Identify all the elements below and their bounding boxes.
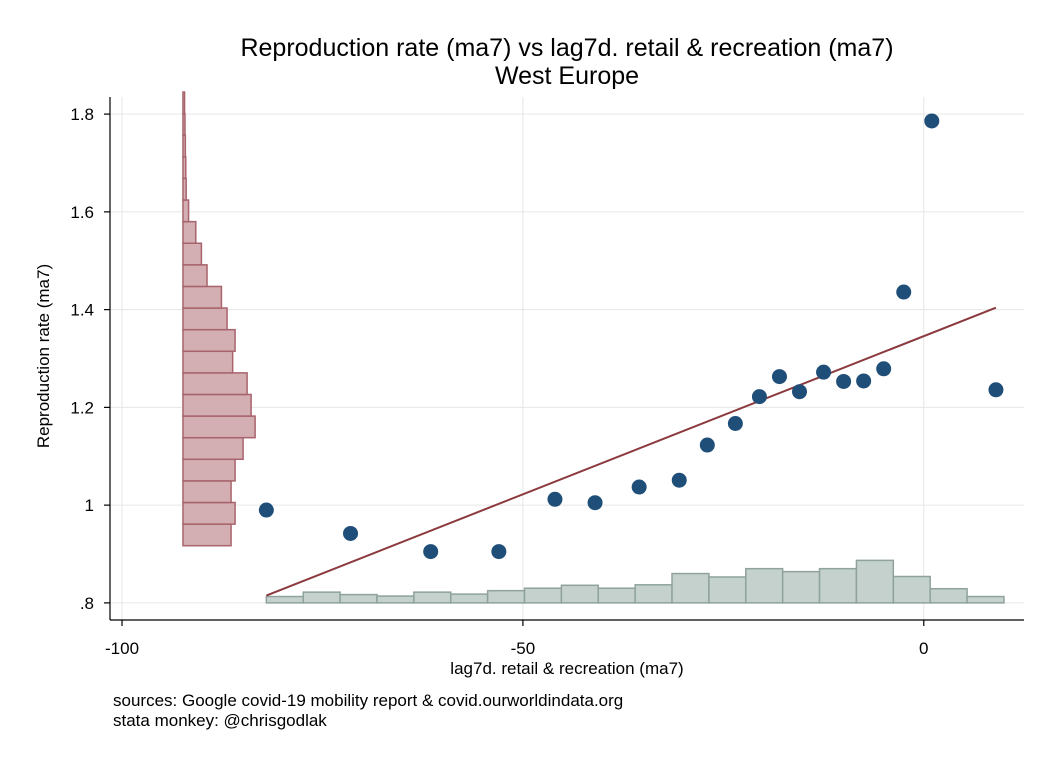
scatter-point: [727, 416, 743, 432]
scatter-point: [751, 389, 767, 405]
scatter-point: [671, 472, 687, 488]
x-axis-title: lag7d. retail & recreation (ma7): [450, 659, 683, 678]
y-tick-label: .8: [80, 594, 94, 613]
scatter-point: [423, 544, 439, 560]
x-tick-label: -100: [105, 639, 139, 658]
x-histogram-bar: [966, 595, 1005, 604]
x-tick-label: -50: [511, 639, 536, 658]
chart-subtitle: West Europe: [494, 62, 640, 90]
scatter-point: [491, 544, 507, 560]
y-axis-title: Reproduction rate (ma7): [34, 264, 53, 448]
grid-lines: [110, 97, 1024, 620]
x-histogram: [265, 559, 1005, 604]
x-histogram-bar: [302, 591, 341, 604]
scatter-point: [258, 502, 274, 518]
y-histogram-bar: [182, 501, 236, 525]
fit-line-group: [265, 306, 997, 597]
scatter-point: [587, 495, 603, 511]
y-tick-label: 1.4: [70, 301, 94, 320]
y-histogram-bar: [182, 199, 190, 223]
x-histogram-bar: [929, 587, 968, 604]
y-histogram: [182, 91, 256, 547]
x-histogram-bar: [597, 587, 636, 604]
y-histogram-bar: [182, 156, 187, 180]
x-histogram-bar: [413, 591, 452, 604]
scatter-point: [896, 284, 912, 300]
x-histogram-bar: [265, 595, 304, 604]
x-histogram-bar: [781, 570, 821, 604]
y-histogram-bar: [182, 242, 203, 266]
x-histogram-bar: [449, 593, 489, 604]
scatter-point: [343, 525, 359, 541]
scatter-point: [988, 382, 1004, 398]
y-histogram-bar: [182, 393, 252, 417]
scatter-point: [631, 479, 647, 495]
y-histogram-bar: [182, 523, 232, 547]
scatter-point: [856, 373, 872, 389]
scatter-point: [816, 364, 832, 380]
author-note: stata monkey: @chrisgodlak: [113, 711, 327, 730]
source-note: sources: Google covid-19 mobility report…: [113, 691, 624, 710]
x-histogram-bar: [560, 584, 600, 604]
y-histogram-bar: [182, 480, 232, 504]
y-tick-label: 1.2: [70, 398, 94, 417]
x-histogram-bar: [745, 567, 784, 604]
x-histogram-bar: [818, 567, 858, 604]
x-histogram-bar: [486, 589, 526, 604]
y-histogram-bar: [182, 350, 234, 374]
y-histogram-bar: [182, 177, 187, 201]
x-tick-label: 0: [919, 639, 928, 658]
y-histogram-bar: [182, 436, 244, 461]
scatter-point: [876, 361, 892, 377]
scatter-point: [699, 437, 715, 453]
scatter-point: [924, 113, 940, 129]
y-histogram-bar: [182, 372, 248, 396]
scatter-point: [771, 369, 787, 385]
scatter-point: [792, 384, 808, 400]
x-histogram-bar: [523, 587, 563, 604]
x-histogram-bar: [892, 575, 931, 604]
y-histogram-bar: [182, 458, 236, 482]
scatter-point: [836, 373, 852, 389]
axes: .8 1 1.2 1.4 1.6 1.8 -100 -50 0: [70, 97, 1024, 658]
y-histogram-bar: [182, 285, 223, 309]
scatter-points: [258, 113, 1004, 560]
x-histogram-bar: [855, 559, 895, 604]
y-tick-label: 1: [85, 496, 94, 515]
y-histogram-bar: [182, 328, 236, 353]
y-tick-label: 1.8: [70, 105, 94, 124]
scatter-point: [547, 491, 563, 507]
y-histogram-bar: [182, 415, 256, 439]
y-histogram-bar: [182, 307, 228, 331]
x-histogram-bar: [671, 572, 710, 604]
y-histogram-bar: [182, 112, 186, 136]
x-histogram-bar: [708, 576, 747, 604]
y-histogram-bar: [182, 134, 187, 158]
y-histogram-bar: [182, 264, 208, 288]
x-histogram-bar: [339, 593, 378, 604]
x-histogram-bar: [376, 595, 415, 604]
x-histogram-bar: [634, 584, 673, 604]
chart-title: Reproduction rate (ma7) vs lag7d. retail…: [240, 34, 894, 62]
y-histogram-bar: [182, 220, 197, 244]
y-tick-label: 1.6: [70, 203, 94, 222]
y-histogram-bar: [182, 91, 186, 115]
fit-line: [265, 306, 997, 597]
